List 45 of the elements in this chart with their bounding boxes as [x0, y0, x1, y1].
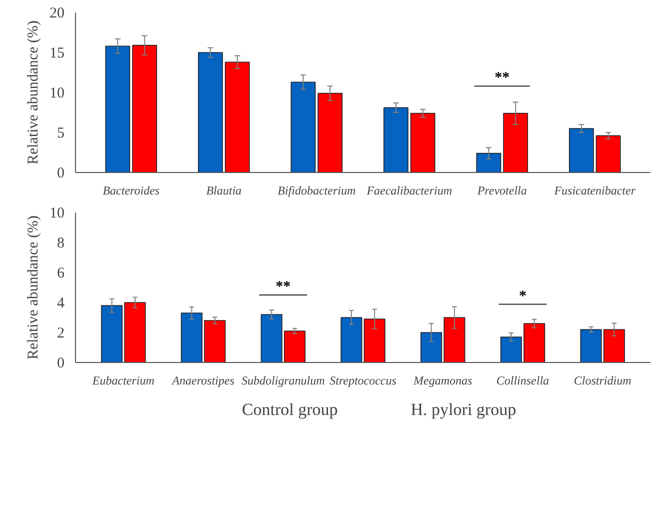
bar: [364, 318, 386, 362]
x-tick-label: Clostridium: [574, 374, 632, 388]
y-tick-label: 0: [57, 166, 64, 182]
y-tick-label: 20: [50, 6, 64, 22]
y-tick-label: 6: [57, 266, 65, 282]
bar: [224, 62, 250, 172]
x-tick-label: Streptococcus: [330, 374, 397, 388]
y-axis-title: Relative abundance (%): [26, 215, 42, 360]
annotation: *: [518, 288, 526, 304]
y-tick-label: 0: [57, 356, 64, 372]
y-tick-label: 15: [50, 46, 64, 62]
x-tick-label: Collinsella: [496, 374, 550, 388]
y-tick-label: 5: [57, 126, 64, 142]
text: Control group: [242, 400, 338, 420]
bar: [476, 152, 502, 172]
bar: [105, 46, 130, 172]
text: H. pylori group: [410, 400, 516, 420]
x-tick-label: Subdoligranulum: [241, 374, 326, 388]
x-tick-label: Fusicatenibacter: [553, 184, 636, 198]
bar: [410, 112, 436, 172]
x-tick-label: Bifidobacterium: [278, 184, 356, 198]
bar: [596, 135, 621, 172]
bar: [318, 92, 343, 172]
x-tick-label: Prevotella: [476, 184, 527, 198]
x-tick-label: Megamonas: [412, 374, 473, 388]
x-tick-label: Blautia: [206, 184, 242, 198]
x-tick-label: Eubacterium: [91, 374, 155, 388]
y-tick-label: 10: [50, 206, 64, 222]
y-axis-title: Relative abundance (%): [26, 20, 42, 165]
bar: [290, 82, 316, 172]
y-tick-label: 4: [57, 296, 65, 312]
y-tick-label: 2: [57, 326, 64, 342]
bar: [568, 128, 594, 172]
x-tick-label: Bacteroides: [102, 184, 160, 198]
bar: [340, 317, 362, 362]
x-tick-label: Faecalibacterium: [366, 184, 452, 198]
x-tick-label: Anaerostipes: [171, 374, 235, 388]
bar: [503, 112, 528, 172]
bar: [198, 52, 223, 172]
y-tick-label: 10: [50, 86, 64, 102]
y-tick-label: 8: [57, 236, 64, 252]
bar: [132, 44, 158, 172]
bar: [383, 107, 408, 172]
annotation: **: [494, 70, 510, 86]
annotation: **: [276, 279, 291, 295]
